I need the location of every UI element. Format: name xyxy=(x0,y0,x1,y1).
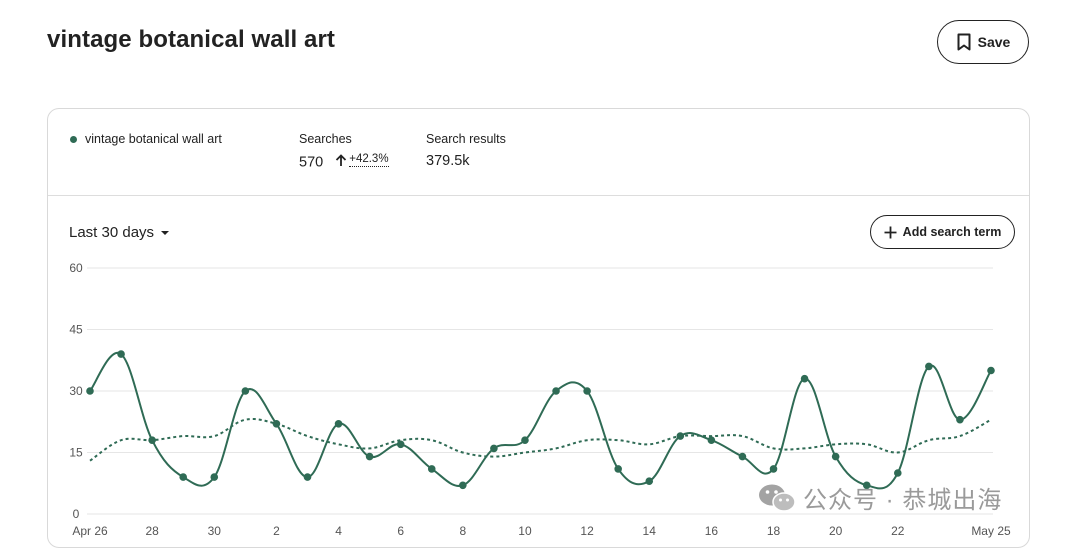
x-tick-label: 20 xyxy=(829,524,843,538)
x-tick-label: 28 xyxy=(145,524,159,538)
searches-change[interactable]: +42.3% xyxy=(335,153,389,167)
data-point xyxy=(396,440,405,449)
data-point xyxy=(614,465,622,473)
range-dropdown[interactable]: Last 30 days xyxy=(69,224,170,241)
page-title: vintage botanical wall art xyxy=(47,26,336,53)
plus-icon xyxy=(884,226,897,238)
data-point xyxy=(707,436,716,445)
watermark-text: 公众号 · 恭城出海 xyxy=(803,487,1003,514)
add-term-label: Add search term xyxy=(902,225,1002,239)
save-button[interactable]: Save xyxy=(937,20,1029,64)
data-point xyxy=(552,387,560,395)
data-point xyxy=(365,452,374,461)
data-point xyxy=(334,420,343,428)
data-point xyxy=(86,387,94,395)
data-point xyxy=(117,350,125,358)
x-tick-label: Apr 26 xyxy=(72,524,108,538)
data-point xyxy=(459,481,467,490)
range-label: Last 30 days xyxy=(69,224,155,241)
data-point xyxy=(179,473,188,481)
data-point xyxy=(987,366,995,375)
x-tick-label: 4 xyxy=(335,524,342,538)
data-point xyxy=(583,387,591,395)
data-point xyxy=(521,436,529,445)
x-tick-label: 6 xyxy=(397,524,404,538)
save-button-label: Save xyxy=(977,34,1011,50)
x-tick-label: 22 xyxy=(891,524,905,538)
add-search-term-button[interactable]: Add search term xyxy=(870,215,1015,249)
searches-label: Searches xyxy=(299,132,352,146)
average-line xyxy=(89,417,992,462)
arrow-up-icon xyxy=(336,153,347,166)
data-point xyxy=(427,465,436,473)
searches-metric: 570 +42.3% xyxy=(299,153,389,171)
series-line xyxy=(89,351,992,490)
data-point xyxy=(303,473,312,481)
y-tick-label: 15 xyxy=(69,446,83,460)
data-point xyxy=(831,452,840,461)
summary-header: vintage botanical wall art Searches 570 … xyxy=(48,109,1029,196)
data-point xyxy=(769,465,778,473)
wechat-icon xyxy=(759,484,796,512)
term-label: vintage botanical wall art xyxy=(85,132,222,146)
data-point xyxy=(800,374,809,383)
data-point xyxy=(956,415,964,424)
data-point xyxy=(210,473,219,481)
data-point xyxy=(893,469,902,477)
y-tick-label: 0 xyxy=(73,507,80,521)
data-point xyxy=(862,481,871,490)
data-point xyxy=(925,362,933,371)
x-tick-label: 2 xyxy=(273,524,280,538)
data-point xyxy=(738,452,747,461)
x-tick-label: 16 xyxy=(705,524,719,538)
x-tick-label: 8 xyxy=(459,524,466,538)
term-legend: vintage botanical wall art xyxy=(70,132,222,146)
x-tick-label: 18 xyxy=(767,524,781,538)
series-dot-icon xyxy=(70,135,77,143)
results-value: 379.5k xyxy=(426,153,470,169)
searches-change-value: +42.3% xyxy=(349,153,389,167)
y-tick-label: 60 xyxy=(69,261,83,275)
searches-value: 570 xyxy=(299,154,324,171)
watermark: 公众号 · 恭城出海 xyxy=(757,480,1002,515)
results-label: Search results xyxy=(426,132,506,146)
x-tick-label: 12 xyxy=(580,524,594,538)
x-tick-label: 30 xyxy=(208,524,222,538)
data-point xyxy=(490,444,498,453)
bookmark-icon xyxy=(957,33,971,51)
data-point xyxy=(645,477,654,486)
x-tick-label: May 25 xyxy=(971,524,1011,538)
x-tick-label: 14 xyxy=(643,524,657,538)
y-tick-label: 30 xyxy=(69,384,83,398)
x-tick-label: 10 xyxy=(518,524,532,538)
data-point xyxy=(241,387,250,395)
y-tick-label: 45 xyxy=(69,323,83,337)
caret-down-icon xyxy=(161,230,170,235)
